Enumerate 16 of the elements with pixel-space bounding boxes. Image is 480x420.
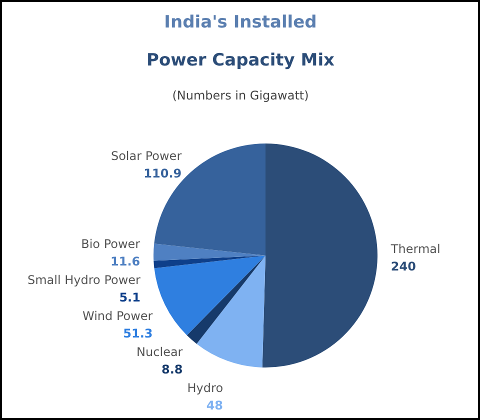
data-label: 110.9: [144, 166, 182, 180]
slice-label: Small Hydro Power: [27, 272, 141, 287]
chart-subtitle: (Numbers in Gigawatt): [172, 88, 309, 102]
slice-label: Hydro: [187, 380, 224, 395]
slice-label: Solar Power: [110, 148, 182, 163]
data-label: 51.3: [123, 326, 153, 340]
slice-label: Bio Power: [81, 236, 140, 251]
data-label: 11.6: [110, 254, 140, 268]
data-label: 240: [390, 260, 416, 274]
slice-label: Wind Power: [82, 308, 153, 323]
data-label: 5.1: [119, 290, 140, 304]
slice-label: Thermal: [390, 242, 440, 256]
chart-title: India's Installed Power Capacity Mix: [146, 12, 335, 70]
data-label: 8.8: [161, 362, 183, 376]
data-label: 48: [206, 398, 224, 412]
slice-label: Nuclear: [136, 344, 183, 359]
